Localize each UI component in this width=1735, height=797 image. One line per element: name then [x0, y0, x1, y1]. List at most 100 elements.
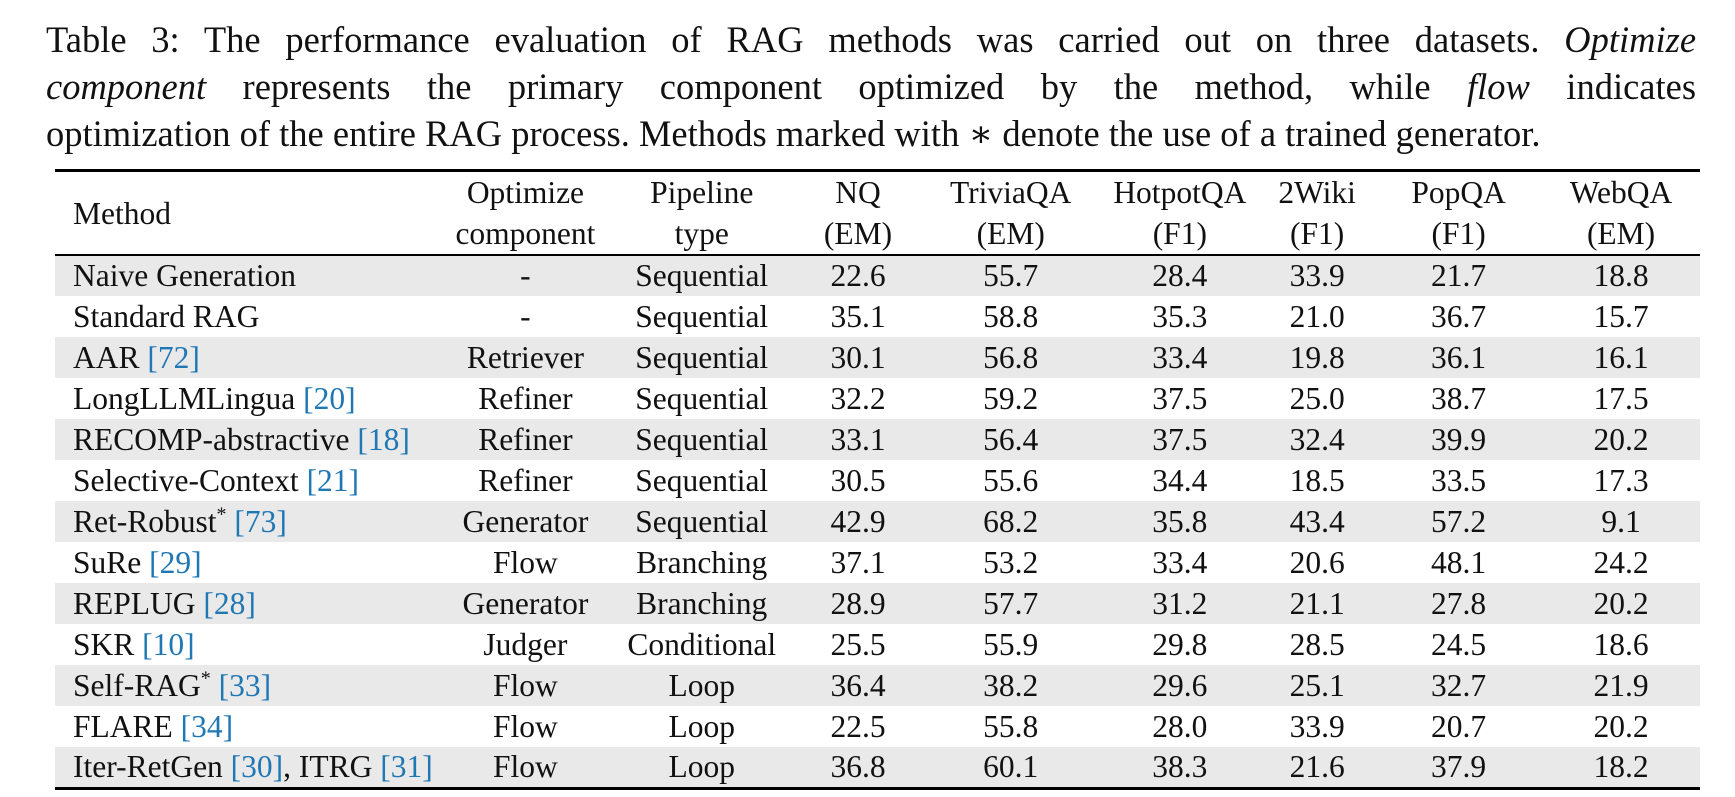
cell-nq: 37.1	[830, 544, 886, 580]
header-line: Pipeline	[650, 175, 754, 210]
citation-link: [33]	[218, 667, 272, 703]
table-row: SKR [10] Judger Conditional 25.5 55.9 29.8 28.…	[55, 624, 1700, 665]
header-line: type	[674, 216, 729, 251]
cell-webqa: 20.2	[1593, 421, 1649, 457]
table-row: REPLUG [28] Generator Branching 28.9 57.7 31.…	[55, 583, 1700, 624]
column-header: HotpotQA (F1)	[1100, 171, 1259, 256]
method-cell: Iter-RetGen [30], ITRG [31]	[55, 747, 442, 788]
caption-label: Table 3:	[46, 19, 180, 60]
header-line: Optimize	[466, 175, 585, 210]
header-line: (F1)	[1431, 216, 1486, 251]
method-cell: AAR [72]	[55, 337, 442, 378]
cell-pipeline: Conditional	[627, 626, 777, 662]
cell-popqa: 39.9	[1431, 421, 1487, 457]
column-header: Optimize component	[442, 171, 608, 256]
cell-hotpotqa: 31.2	[1152, 585, 1208, 621]
method-cell: SKR [10]	[55, 624, 442, 665]
citation-link: [21]	[306, 462, 360, 498]
method-cell: Ret-Robust* [73]	[55, 501, 442, 542]
trained-generator-marker: *	[216, 503, 227, 525]
cell-component: Refiner	[478, 421, 573, 457]
method-name: AAR	[73, 339, 140, 375]
table-body: Naive Generation - Sequential 22.6 55.7 28.4 3…	[55, 255, 1700, 788]
cell-hotpotqa: 35.3	[1152, 298, 1208, 334]
method-cell: FLARE [34]	[55, 706, 442, 747]
cell-popqa: 32.7	[1431, 667, 1487, 703]
method-name: Selective-Context	[73, 462, 299, 498]
cell-triviaqa: 55.7	[983, 258, 1039, 293]
cell-triviaqa: 58.8	[983, 298, 1039, 334]
cell-pipeline: Sequential	[635, 421, 769, 457]
method-name: Ret-Robust	[73, 503, 217, 539]
cell-component: Flow	[493, 748, 558, 784]
cell-nq: 30.1	[830, 339, 886, 375]
cell-pipeline: Loop	[668, 708, 735, 744]
cell-pipeline: Branching	[636, 585, 768, 621]
cell-wiki2: 33.9	[1289, 708, 1345, 744]
cell-pipeline: Sequential	[635, 462, 769, 498]
table-row: FLARE [34] Flow Loop 22.5 55.8 28.0 33.9 20.7 20…	[55, 706, 1700, 747]
header-line: component	[455, 216, 596, 251]
method-name: Self-RAG	[73, 667, 201, 703]
caption-line-3: optimization of the entire RAG process. …	[46, 110, 1696, 157]
caption-line-1: Table 3: The performance evaluation of R…	[46, 16, 1696, 63]
header-line: NQ	[835, 175, 881, 210]
cell-popqa: 48.1	[1431, 544, 1487, 580]
cell-hotpotqa: 38.3	[1152, 748, 1208, 784]
header-row: Method Optimize component Pipeline type NQ (EM…	[55, 170, 1700, 256]
cell-webqa: 15.7	[1593, 298, 1649, 334]
header-line: 2Wiki	[1278, 175, 1356, 210]
cell-webqa: 24.2	[1593, 544, 1649, 580]
citation-link: [18]	[357, 421, 410, 457]
cell-component: Flow	[493, 708, 558, 744]
caption-line-2: component represents the primary compone…	[46, 63, 1696, 110]
cell-triviaqa: 68.2	[983, 503, 1039, 539]
cell-wiki2: 32.4	[1289, 421, 1345, 457]
table-row: Standard RAG - Sequential 35.1 58.8 35.3 21.0 3…	[55, 296, 1700, 337]
cell-component: Judger	[483, 626, 568, 662]
method-name: SuRe	[73, 544, 142, 580]
cell-pipeline: Loop	[668, 667, 735, 703]
cell-webqa: 18.6	[1593, 626, 1649, 662]
table-row: Selective-Context [21] Refiner Sequential 3…	[55, 460, 1700, 501]
method-name: REPLUG	[73, 585, 196, 621]
column-header: 2Wiki (F1)	[1259, 171, 1375, 256]
table-row: Iter-RetGen [30], ITRG [31] Flow Loop 36.8 6…	[55, 747, 1700, 788]
cell-hotpotqa: 28.4	[1152, 258, 1208, 293]
method-cell: RECOMP-abstractive [18]	[55, 419, 442, 460]
cell-pipeline: Sequential	[635, 298, 769, 334]
cell-nq: 30.5	[830, 462, 886, 498]
header-line: WebQA	[1569, 175, 1673, 210]
table-row: Naive Generation - Sequential 22.6 55.7 28.4 3…	[55, 255, 1700, 296]
method-cell: SuRe [29]	[55, 542, 442, 583]
cell-triviaqa: 55.9	[983, 626, 1039, 662]
cell-component: Generator	[462, 585, 589, 621]
cell-pipeline: Sequential	[635, 339, 769, 375]
cell-pipeline: Loop	[668, 748, 735, 784]
cell-popqa: 27.8	[1431, 585, 1487, 621]
cell-wiki2: 25.0	[1289, 380, 1345, 416]
cell-wiki2: 21.6	[1289, 748, 1345, 784]
cell-webqa: 17.5	[1593, 380, 1649, 416]
cell-nq: 33.1	[830, 421, 886, 457]
table-row: RECOMP-abstractive [18] Refiner Sequential…	[55, 419, 1700, 460]
caption-term: flow	[1467, 66, 1530, 107]
caption-text: The performance evaluation of RAG method…	[203, 19, 1540, 60]
citation-link: [31]	[380, 748, 433, 784]
cell-hotpotqa: 34.4	[1152, 462, 1208, 498]
table-row: Ret-Robust* [73] Generator Sequential 42.9 6…	[55, 501, 1700, 542]
cell-webqa: 17.3	[1593, 462, 1649, 498]
table-row: AAR [72] Retriever Sequential 30.1 56.8 33.4 1…	[55, 337, 1700, 378]
cell-popqa: 37.9	[1431, 748, 1487, 784]
cell-hotpotqa: 33.4	[1152, 339, 1208, 375]
cell-nq: 36.4	[830, 667, 886, 703]
cell-popqa: 38.7	[1431, 380, 1487, 416]
header-line: PopQA	[1411, 175, 1506, 210]
cell-hotpotqa: 29.6	[1152, 667, 1208, 703]
cell-wiki2: 25.1	[1289, 667, 1345, 703]
cell-triviaqa: 55.6	[983, 462, 1039, 498]
cell-popqa: 36.7	[1431, 298, 1487, 334]
header-line: TriviaQA	[950, 175, 1072, 210]
cell-hotpotqa: 29.8	[1152, 626, 1208, 662]
caption-text: represents the primary component optimiz…	[242, 66, 1431, 107]
